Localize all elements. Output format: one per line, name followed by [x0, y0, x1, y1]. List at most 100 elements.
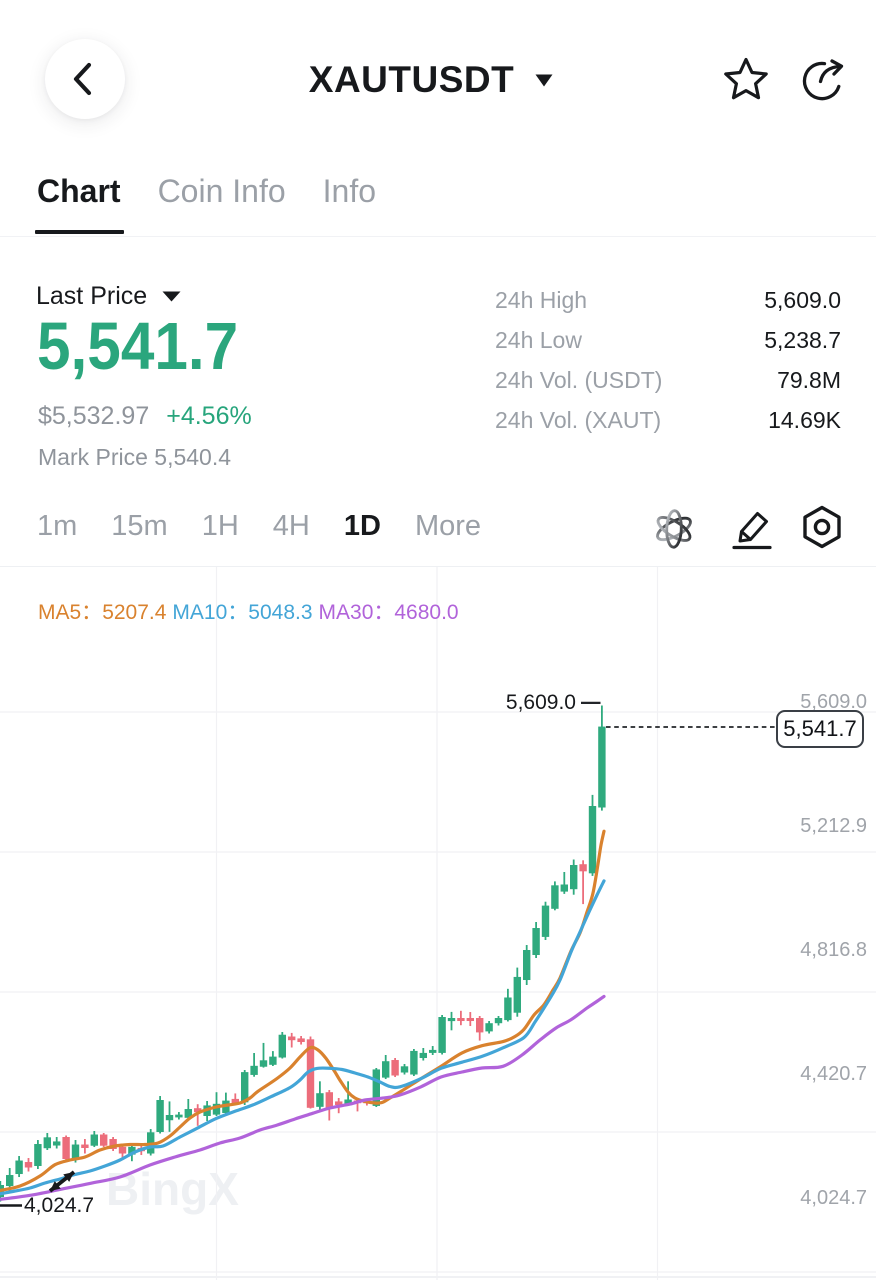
last-price-label: Last Price	[36, 282, 148, 310]
candle	[325, 1090, 333, 1121]
stat-label: 24h Low	[495, 327, 582, 353]
change-percent: +4.56%	[166, 402, 252, 430]
candle	[100, 1133, 108, 1148]
share-icon	[802, 59, 844, 101]
usd-value: $5,532.97	[38, 402, 150, 430]
candle	[147, 1129, 155, 1156]
draw-button[interactable]	[728, 504, 776, 552]
ma10-legend: MA10：5048.3	[172, 601, 313, 624]
low-arrow-icon	[48, 1170, 76, 1193]
candle	[485, 1021, 493, 1034]
star-icon	[724, 57, 768, 100]
header: XAUTUSDT	[0, 0, 876, 158]
price-chart[interactable]: BingX MA5：5207.4 MA10：5048.3 MA30：4680.0…	[0, 567, 876, 1280]
timeframe-4h[interactable]: 4H	[272, 510, 310, 542]
stat-value: 14.69K	[768, 407, 841, 433]
share-button[interactable]	[799, 56, 847, 104]
candle	[15, 1156, 23, 1178]
y-axis-label: 4,024.7	[800, 1187, 867, 1210]
candle	[250, 1053, 258, 1077]
gridlines	[0, 567, 876, 1280]
chart-settings-button[interactable]	[798, 504, 846, 552]
candle	[212, 1092, 221, 1117]
tab-info[interactable]: Info	[322, 173, 377, 209]
candle	[297, 1036, 305, 1045]
candle	[43, 1133, 51, 1151]
candle	[560, 872, 568, 894]
indicators-button[interactable]	[650, 504, 698, 552]
candle	[429, 1046, 437, 1056]
chevron-left-icon	[73, 62, 92, 96]
draw-pencil-icon	[732, 512, 772, 550]
divider	[0, 236, 876, 237]
candle	[194, 1104, 202, 1126]
candle	[175, 1112, 183, 1120]
mark-price: Mark Price 5,540.4	[38, 444, 232, 470]
candle	[382, 1055, 390, 1080]
y-axis-label: 5,609.0	[800, 691, 867, 713]
last-price-tag[interactable]: 5,541.7	[776, 710, 864, 748]
stat-row: 24h High 5,609.0	[495, 287, 841, 327]
caret-down-icon	[162, 291, 181, 302]
price-panel: Last Price 5,541.7 $5,532.97 +4.56% Mark…	[0, 250, 876, 480]
candle	[551, 881, 559, 911]
candle	[598, 705, 606, 811]
timeframe-more[interactable]: More	[414, 510, 482, 542]
candle	[90, 1131, 98, 1148]
candle	[400, 1063, 409, 1075]
stats-list: 24h High 5,609.0 24h Low 5,238.7 24h Vol…	[495, 287, 841, 447]
stat-row: 24h Low 5,238.7	[495, 327, 841, 367]
tab-bar: Chart Coin Info Info	[0, 167, 876, 237]
stat-label: 24h Vol. (USDT)	[495, 367, 663, 393]
page-title: XAUTUSDT	[308, 59, 515, 100]
timeframe-1m[interactable]: 1m	[37, 510, 78, 542]
low-price-annotation: 4,024.7	[24, 1193, 95, 1217]
stat-value: 5,609.0	[764, 287, 841, 313]
candle	[165, 1101, 174, 1132]
symbol-selector[interactable]: XAUTUSDT	[0, 55, 869, 105]
stat-row: 24h Vol. (XAUT) 14.69K	[495, 407, 841, 447]
candle	[109, 1137, 117, 1152]
candle	[419, 1048, 427, 1061]
candle	[588, 794, 597, 876]
candle	[457, 1010, 465, 1026]
y-axis-label: 4,420.7	[800, 1063, 867, 1086]
candle	[241, 1070, 249, 1106]
candle	[523, 945, 531, 986]
candles-layer	[0, 705, 606, 1202]
timeframe-bar: 1m 15m 1H 4H 1D More	[0, 500, 876, 567]
candle	[391, 1058, 399, 1078]
candle	[513, 967, 521, 1017]
timeframe-15m[interactable]: 15m	[111, 510, 168, 542]
candle	[410, 1049, 418, 1077]
tab-chart[interactable]: Chart	[35, 173, 124, 234]
candle	[53, 1137, 61, 1149]
y-axis-label: 4,816.8	[800, 939, 867, 962]
candle	[476, 1016, 484, 1041]
timeframe-1d[interactable]: 1D	[343, 510, 381, 542]
y-axis-label: 5,212.9	[800, 815, 867, 838]
ma30-legend: MA30：4680.0	[318, 601, 459, 624]
candle	[541, 901, 550, 941]
candle	[278, 1032, 286, 1059]
candle	[156, 1096, 164, 1134]
back-button[interactable]	[45, 39, 125, 119]
stat-label: 24h High	[495, 287, 588, 313]
last-price-selector[interactable]: Last Price	[36, 282, 181, 311]
divider	[0, 566, 876, 567]
candle	[288, 1032, 296, 1048]
candle	[494, 1016, 503, 1026]
candle	[62, 1135, 70, 1161]
tab-coin-info[interactable]: Coin Info	[157, 173, 286, 209]
candle	[570, 859, 578, 895]
timeframe-1h[interactable]: 1H	[201, 510, 239, 542]
candle	[34, 1140, 42, 1170]
stat-label: 24h Vol. (XAUT)	[495, 407, 662, 433]
favorite-button[interactable]	[722, 56, 770, 104]
candle	[259, 1042, 268, 1068]
ma-legend: MA5：5207.4 MA10：5048.3 MA30：4680.0	[38, 596, 459, 626]
candle	[579, 860, 587, 905]
settings-nut-icon	[803, 505, 841, 549]
candle	[466, 1012, 474, 1027]
